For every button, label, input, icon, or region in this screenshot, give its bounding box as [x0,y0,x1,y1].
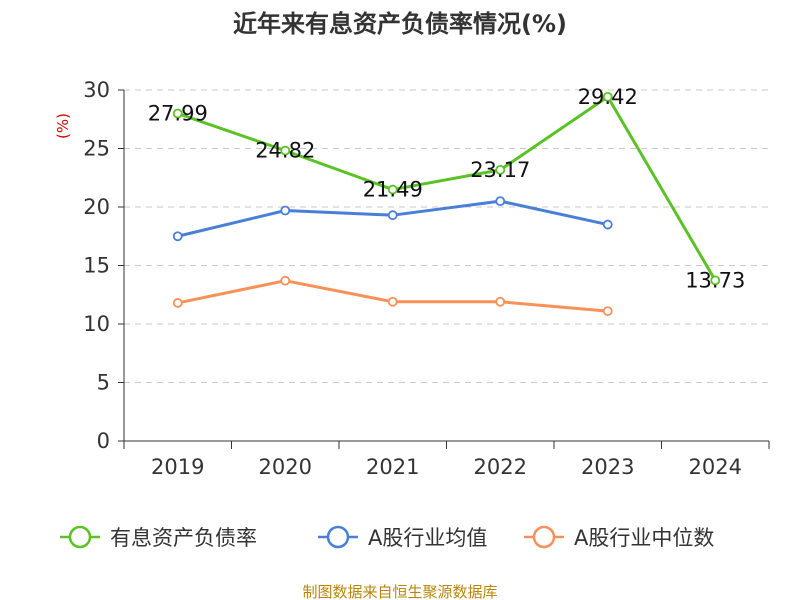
y-tick-label: 0 [97,429,110,453]
data-point [604,221,612,229]
grid [124,90,769,383]
x-tick-label: 2021 [366,455,419,479]
data-point [281,207,289,215]
data-point [174,299,182,307]
data-point [604,307,612,315]
legend-label: A股行业均值 [368,526,487,550]
data-label: 29.42 [578,85,638,109]
data-point [496,298,504,306]
data-point [496,197,504,205]
data-label: 23.17 [470,158,530,182]
y-tick-label: 30 [83,78,110,102]
data-labels: 27.99 24.82 21.49 23.17 29.42 13.73 [148,85,746,293]
x-tick-label: 2022 [474,455,527,479]
y-axis-label: (%) [54,113,72,139]
data-point [174,232,182,240]
x-tick-label: 2023 [581,455,634,479]
series-lines [174,93,720,315]
chart: 近年来有息资产负债率情况(%) (%) 0 5 10 15 20 25 30 2019 2020… [0,0,800,600]
x-tick-label: 2019 [151,455,204,479]
chart-title: 近年来有息资产负债率情况(%) [233,10,567,38]
legend: 有息资产负债率 A股行业均值 A股行业中位数 [60,526,714,550]
data-label: 27.99 [148,102,208,126]
legend-marker [534,527,554,547]
y-tick-label: 15 [83,254,110,278]
legend-marker [70,527,90,547]
legend-label: 有息资产负债率 [110,526,257,550]
x-tick-label: 2020 [259,455,312,479]
legend-label: A股行业中位数 [574,526,714,550]
y-tick-label: 20 [83,195,110,219]
data-label: 21.49 [363,178,423,202]
data-point [389,211,397,219]
source-note: 制图数据来自恒生聚源数据库 [302,583,497,600]
series-line [178,97,716,281]
y-tick-label: 10 [83,312,110,336]
data-point [389,298,397,306]
data-label: 13.73 [685,268,745,292]
y-tick-label: 25 [83,137,110,161]
y-tick-label: 5 [97,371,110,395]
data-point [281,277,289,285]
data-label: 24.82 [255,139,315,163]
axes: 0 5 10 15 20 25 30 2019 2020 2021 2022 2023 2024 [83,78,769,479]
x-tick-label: 2024 [689,455,742,479]
legend-marker [328,527,348,547]
